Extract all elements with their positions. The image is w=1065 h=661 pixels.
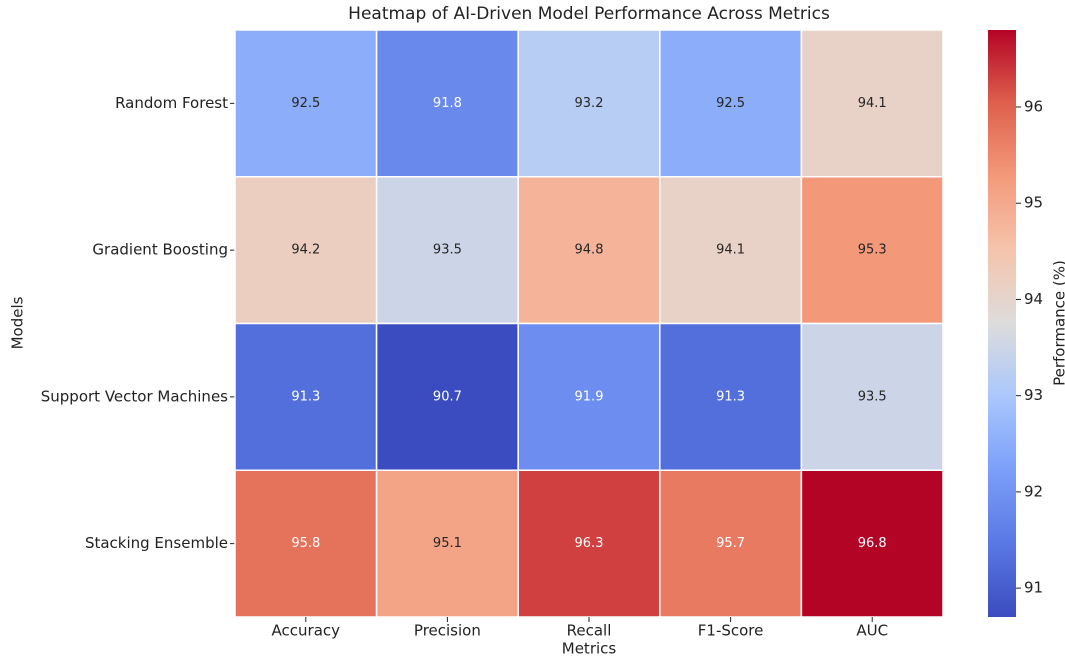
cell-label: 94.2 [291,243,320,258]
chart-title: Heatmap of AI-Driven Model Performance A… [348,4,830,24]
x-tick-label: AUC [856,622,888,640]
cell-label: 94.1 [716,243,745,258]
colorbar-tick-label: 91 [1024,579,1043,597]
heatmap-cell [659,469,803,618]
heatmap-cell [517,322,661,471]
y-axis-label: Models [9,296,27,349]
cell-label: 96.8 [858,536,887,551]
heatmap-cell [800,469,944,618]
cell-label: 93.2 [575,96,604,111]
cell-label: 93.5 [858,389,887,404]
x-tick-label: Precision [414,622,481,640]
cell-label: 92.5 [716,96,745,111]
heatmap-cell [375,29,519,178]
cell-label: 94.8 [575,243,604,258]
y-tick-label: Support Vector Machines [41,387,228,405]
colorbar-tick-label: 95 [1024,194,1043,212]
colorbar-tick-label: 96 [1024,97,1043,115]
cell-label: 96.3 [575,536,604,551]
cell-label: 92.5 [291,96,320,111]
heatmap-cell [517,469,661,618]
colorbar-label: Performance (%) [1051,260,1065,386]
heatmap-cell [375,176,519,325]
heatmap-cell [375,322,519,471]
x-tick-label: Accuracy [272,622,341,640]
cell-label: 95.1 [433,536,462,551]
cell-label: 94.1 [858,96,887,111]
colorbar-tick-label: 92 [1024,482,1043,500]
cell-label: 91.3 [291,389,320,404]
cell-label: 91.9 [575,389,604,404]
colorbar-tick-label: 94 [1024,290,1043,308]
colorbar-tick-label: 93 [1024,386,1043,404]
heatmap-cell [234,469,378,618]
cell-label: 93.5 [433,243,462,258]
heatmap-cell [800,176,944,325]
heatmap-cell [800,29,944,178]
cell-label: 91.8 [433,96,462,111]
x-tick-label: Recall [567,622,612,640]
cell-label: 95.7 [716,536,745,551]
heatmap-cell [234,176,378,325]
y-tick-label: Gradient Boosting [92,241,228,259]
colorbar [988,30,1016,617]
x-axis-label: Metrics [562,640,617,658]
heatmap-cell [659,176,803,325]
cell-label: 95.3 [858,243,887,258]
cell-label: 91.3 [716,389,745,404]
x-tick-label: F1-Score [698,622,764,640]
y-tick-label: Stacking Ensemble [85,534,228,552]
heatmap-cell [659,322,803,471]
y-tick-label: Random Forest [115,94,228,112]
cell-label: 95.8 [291,536,320,551]
heatmap-cell [800,322,944,471]
cell-label: 90.7 [433,389,462,404]
